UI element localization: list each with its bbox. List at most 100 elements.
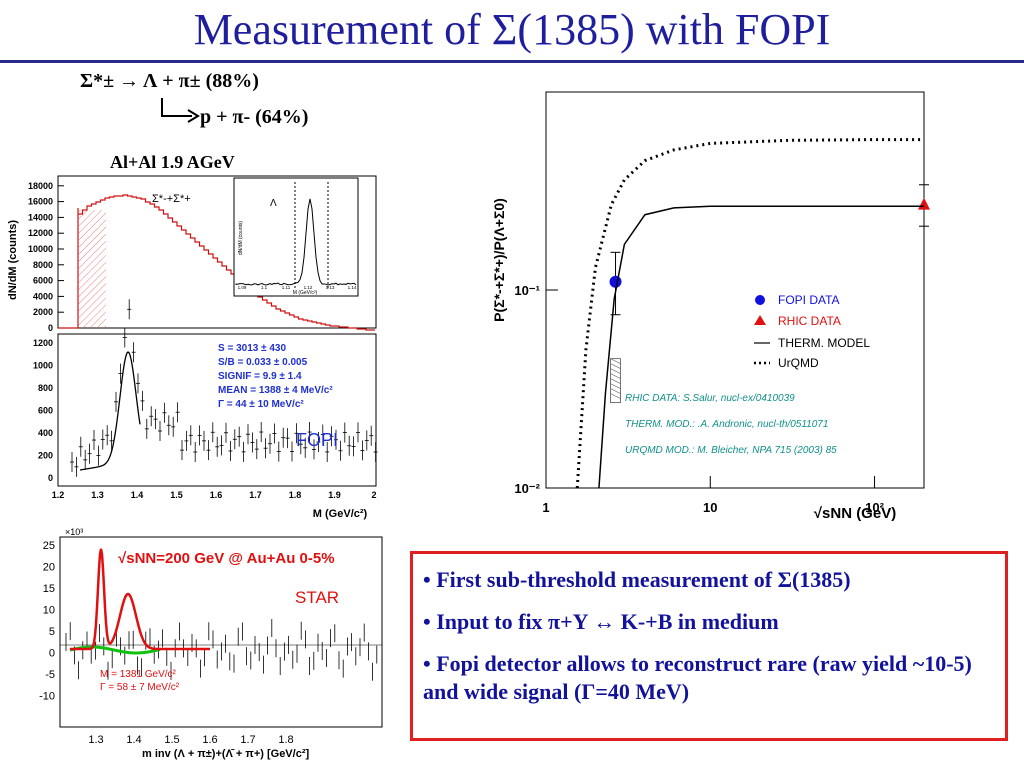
ratio-band-hatch <box>611 394 621 399</box>
legend-fopi: FOPI DATA <box>778 293 840 307</box>
slide-title: Measurement of Σ(1385) with FOPI <box>0 2 1024 58</box>
fopi-top-ytick: 8000 <box>33 260 53 270</box>
bullet-1: • First sub-threshold measurement of Σ(1… <box>423 566 997 594</box>
fopi-inset-xtick: 1.14 <box>348 285 357 290</box>
ratio-band-hatch <box>611 359 621 364</box>
legend-fopi-marker <box>755 295 765 305</box>
fopi-plot: dN/dM (counts) 0200040006000800010000120… <box>0 170 385 525</box>
star-xtick: 1.5 <box>164 734 179 746</box>
star-exponent: ×10³ <box>65 527 83 537</box>
fopi-inset-xlabel: M (GeV/c²) <box>293 290 318 296</box>
fopi-stat-line: S = 3013 ± 430 <box>218 343 286 354</box>
fopi-top-ytick: 16000 <box>28 197 53 207</box>
fopi-top-ytick: 14000 <box>28 212 53 222</box>
fopi-inset-frame <box>234 178 358 296</box>
fopi-top-ylabel: dN/dM (counts) <box>7 220 19 300</box>
ratio-band-hatch <box>611 364 621 369</box>
fopi-bottom-xtick: 1.6 <box>210 490 223 500</box>
ratio-xtick: 10 <box>703 500 717 515</box>
title-divider <box>0 60 1024 63</box>
fopi-bottom-stats: S = 3013 ± 430 S/B = 0.033 ± 0.005 SIGNIF … <box>218 343 333 410</box>
legend-urqmd: UrQMD <box>778 356 819 370</box>
star-xlabel: m inv (Λ + π±)+(Λ̄ + π+) [GeV/c²] <box>142 748 309 760</box>
star-ytick: -5 <box>45 669 55 681</box>
fopi-bottom-xtick: 1.3 <box>91 490 104 500</box>
ratio-legend: FOPI DATA RHIC DATA THERM. MODEL UrQMD <box>754 293 870 370</box>
star-plot: ×10³ 2520151050-5-101.3 1.4 1.5 1.6 1.7 1.8 √… <box>0 525 390 768</box>
ratio-point-fopi <box>610 276 622 288</box>
fopi-bottom-ytick: 600 <box>38 406 53 416</box>
ratio-refs: RHIC DATA: S.Salur, nucl-ex/0410039 THER… <box>625 393 837 456</box>
fopi-top-ytick: 18000 <box>28 181 53 191</box>
legend-rhic-marker <box>754 315 766 325</box>
legend-rhic: RHIC DATA <box>778 314 841 328</box>
star-xtick: 1.7 <box>240 734 255 746</box>
fopi-bottom-xtick: 2 <box>371 490 376 500</box>
star-ytick: 5 <box>49 626 55 638</box>
decay-arrow-icon <box>158 96 200 126</box>
summary-box: • First sub-threshold measurement of Σ(1… <box>410 551 1008 741</box>
fopi-bottom-ytick: 1200 <box>33 338 53 348</box>
fopi-bottom-ticks: 0 200 400 600 800 1000 1200 1.2 1.3 1.4 1.5 1.6 1.7 1… <box>33 338 377 500</box>
fopi-bottom-ytick: 400 <box>38 428 53 438</box>
fopi-bottom-fit <box>80 352 140 470</box>
ratio-ylabel: P(Σ*-+Σ*+)/P(Λ+Σ0) <box>491 198 507 322</box>
ratio-ytick: 10⁻¹ <box>514 283 540 298</box>
ref-therm: THERM. MOD.: .A. Andronic, nucl-th/05110… <box>625 419 828 430</box>
star-ytick: 15 <box>43 583 55 595</box>
fopi-stat-line: Γ = 44 ± 10 MeV/c² <box>218 399 304 410</box>
fopi-bottom-xtick: 1.4 <box>131 490 144 500</box>
star-ytick: -10 <box>39 691 55 703</box>
fopi-bottom-ytick: 0 <box>48 473 53 483</box>
ref-urqmd: URQMD MOD.: M. Bleicher, NPA 715 (2003) … <box>625 445 837 456</box>
ratio-band-hatch <box>611 379 621 384</box>
fopi-inset-xtick: 1.11 <box>282 285 291 290</box>
fopi-top-legend: Σ*-+Σ*+ <box>152 193 191 205</box>
ratio-chart: P(Σ*-+Σ*+)/P(Λ+Σ0) √sNN (GeV) 1 10 10² 10⁻¹… <box>490 70 940 530</box>
fopi-bottom-ytick: 1000 <box>33 361 53 371</box>
decay-line-1: Σ*± → Λ + π± (88%) <box>80 70 259 93</box>
ratio-band-hatch <box>611 374 621 379</box>
fopi-bottom-xtick: 1.8 <box>289 490 302 500</box>
fopi-bottom-ytick: 200 <box>38 451 53 461</box>
bullet-3: • Fopi detector allows to reconstruct ra… <box>423 650 997 706</box>
ratio-point-rhic <box>918 198 930 210</box>
star-ytick: 0 <box>49 648 55 660</box>
star-ticks: 25 20 15 10 5 0 -5 -10 1.3 1.4 1.5 1.6 1.7 1.8 <box>39 540 294 746</box>
star-xtick: 1.4 <box>126 734 141 746</box>
fopi-bottom-xtick: 1.2 <box>52 490 65 500</box>
ratio-band-hatch <box>611 369 621 374</box>
fopi-inset-xtick: 1.1 <box>261 285 268 290</box>
fopi-top-ytick: 12000 <box>28 228 53 238</box>
fopi-inset-xtick: 1.12 <box>304 285 313 290</box>
ratio-ytick: 10⁻² <box>514 481 540 496</box>
ratio-curve-urqmd <box>577 140 924 488</box>
fopi-top-ytick: 10000 <box>28 244 53 254</box>
fopi-bottom-xlabel: M (GeV/c²) <box>313 508 368 520</box>
fopi-stat-line: SIGNIF = 9.9 ± 1.4 <box>218 371 302 382</box>
star-xtick: 1.8 <box>278 734 293 746</box>
fopi-bottom-ytick: 800 <box>38 383 53 393</box>
star-ytick: 20 <box>43 562 55 574</box>
ref-rhic: RHIC DATA: S.Salur, nucl-ex/0410039 <box>625 393 795 404</box>
ratio-series <box>577 140 930 488</box>
ratio-xtick: 10² <box>865 500 884 515</box>
fopi-bottom-xtick: 1.7 <box>249 490 262 500</box>
legend-therm: THERM. MODEL <box>778 336 870 350</box>
fopi-inset-ylabel: dN/dM (counts) <box>238 221 244 256</box>
decay-line-2: p + π- (64%) <box>200 106 308 129</box>
fopi-top-ytick: 0 <box>48 323 53 333</box>
fopi-label: FOPI <box>296 430 338 450</box>
star-xtick: 1.3 <box>88 734 103 746</box>
fopi-top-ytick: 6000 <box>33 276 53 286</box>
star-label: STAR <box>295 588 339 607</box>
fopi-top-yticks: 0 2000 4000 6000 8000 10000 12000 14000 16000 180… <box>28 181 64 333</box>
star-fit-width: Γ = 58 ± 7 MeV/c² <box>100 682 180 693</box>
ratio-xtick: 1 <box>542 500 549 515</box>
fopi-bottom-xtick: 1.5 <box>170 490 183 500</box>
fopi-inset-xtick: 1.09 <box>238 285 247 290</box>
fopi-inset-xtick: 1.13 <box>326 285 335 290</box>
fopi-stat-line: S/B = 0.033 ± 0.005 <box>218 357 308 368</box>
star-ytick: 10 <box>43 605 55 617</box>
star-fit-mass: M = 1381 GeV/c² <box>100 669 177 680</box>
